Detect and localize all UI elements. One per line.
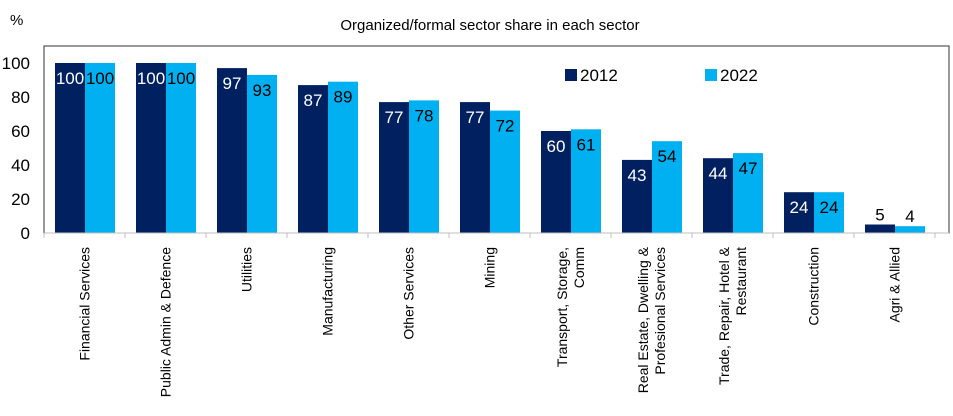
chart-title: Organized/formal sector share in each se…: [340, 17, 639, 34]
data-label-2022: 61: [577, 135, 596, 154]
data-label-2022: 89: [334, 88, 353, 107]
x-tick-label-line: Real Estate, Dwelling &: [635, 246, 651, 393]
x-tick-label: Real Estate, Dwelling & Profesional Servi…: [635, 246, 668, 393]
x-tick-label-line: Mining: [482, 247, 498, 288]
legend-label-2012: 2012: [580, 66, 618, 85]
bar-2012: [55, 63, 85, 233]
data-label-2022: 47: [739, 159, 758, 178]
legend-swatch-2012: [565, 69, 577, 81]
bar-2012: [136, 63, 166, 233]
legend-swatch-2022: [705, 69, 717, 81]
y-tick-label: 60: [11, 122, 30, 141]
bar-2012: [703, 158, 733, 233]
bar-2022: [328, 81, 358, 233]
bar-2012: [298, 85, 328, 233]
y-tick-label: 100: [2, 54, 30, 73]
x-tick-label: Public Admin & Defence: [158, 247, 174, 397]
x-tick-label-line: Trade, Repair, Hotel &: [716, 246, 732, 385]
data-label-2012: 87: [304, 91, 323, 110]
x-tick-label-line: Financial Services: [77, 247, 93, 361]
bar-2022: [490, 110, 520, 233]
bar-2022: [733, 153, 763, 233]
x-tick-label-line: Other Services: [401, 247, 417, 340]
data-label-2022: 100: [86, 69, 114, 88]
x-tick-label-line: Comm: [571, 247, 587, 288]
data-label-2012: 100: [137, 69, 165, 88]
x-tick-label: Manufacturing: [320, 247, 336, 336]
bar-2022: [652, 141, 682, 233]
data-label-2022: 72: [496, 117, 515, 136]
x-tick-label-line: Public Admin & Defence: [158, 247, 174, 397]
x-tick-label-line: Restaurant: [733, 247, 749, 316]
legend: 2012 2022: [565, 66, 758, 85]
data-label-2012: 100: [56, 69, 84, 88]
x-tick-label: Trade, Repair, Hotel & Restaurant: [716, 246, 749, 385]
bar-2022: [85, 63, 115, 233]
y-tick-label: 80: [11, 88, 30, 107]
data-label-2012: 60: [547, 137, 566, 156]
bar-2022: [247, 74, 277, 234]
bar-2012: [784, 192, 814, 233]
x-tick-label-line: Construction: [806, 247, 822, 326]
x-tick-label-line: Agri & Allied: [887, 247, 903, 322]
x-tick-label: Agri & Allied: [887, 247, 903, 322]
data-label-2012: 24: [790, 198, 809, 217]
bar-2012: [217, 68, 247, 233]
bar-2012: [541, 131, 571, 233]
x-tick-label: Construction: [806, 247, 822, 326]
data-label-2012: 77: [466, 108, 485, 127]
data-label-2022: 54: [658, 147, 677, 166]
data-label-2012: 44: [709, 164, 728, 183]
data-label-2012: 97: [223, 74, 242, 93]
x-axis: Financial Services Public Admin & Defence…: [43, 232, 949, 397]
x-tick-label-line: Transport, Storage,: [554, 247, 570, 367]
data-label-2022: 78: [415, 106, 434, 125]
bar-2012: [460, 102, 490, 233]
bar-2012: [622, 159, 652, 233]
x-tick-label-line: Profesional Services: [652, 247, 668, 375]
bar-2022: [814, 192, 844, 233]
x-tick-label-line: Manufacturing: [320, 247, 336, 336]
legend-label-2022: 2022: [720, 66, 758, 85]
x-tick-label: Financial Services: [77, 247, 93, 361]
y-tick-label: 0: [21, 224, 30, 243]
y-axis: 0 20 40 60 80 100: [2, 54, 30, 243]
data-label-2022: 24: [820, 198, 839, 217]
bar-2022: [409, 100, 439, 234]
bar-2022: [166, 63, 196, 233]
data-label-2022: 4: [905, 207, 914, 226]
y-tick-label: 40: [11, 156, 30, 175]
x-tick-label: Utilities: [239, 247, 255, 292]
x-tick-label: Mining: [482, 247, 498, 288]
bar-2012: [865, 224, 895, 233]
data-label-2022: 93: [253, 81, 272, 100]
x-tick-label: Other Services: [401, 247, 417, 340]
y-axis-label: %: [10, 12, 23, 29]
data-label-2012: 43: [628, 166, 647, 185]
x-tick-label: Transport, Storage, Comm: [554, 247, 587, 367]
y-tick-label: 20: [11, 190, 30, 209]
data-label-2012: 77: [385, 108, 404, 127]
bar-2012: [379, 102, 409, 233]
bar-2022: [571, 129, 601, 233]
data-label-2012: 5: [875, 206, 884, 225]
data-label-2022: 100: [167, 69, 195, 88]
bar-2022: [895, 226, 925, 233]
x-tick-label-line: Utilities: [239, 247, 255, 292]
